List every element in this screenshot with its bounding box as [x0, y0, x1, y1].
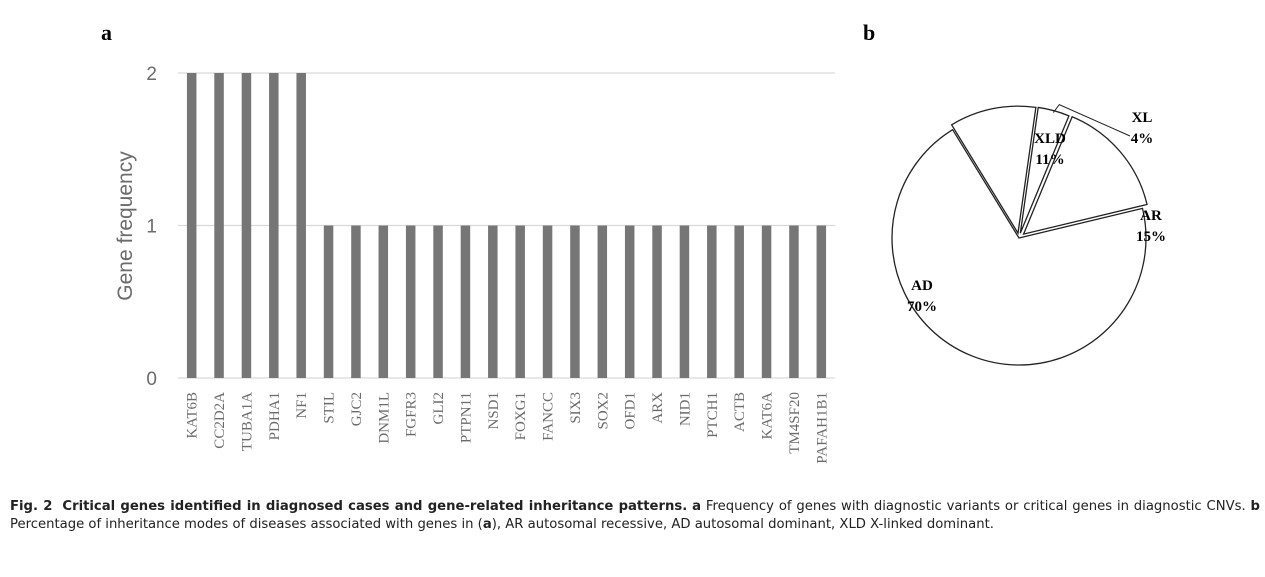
pie-slice-percent: 70% — [907, 299, 937, 315]
x-tick-label: ACTB — [732, 392, 748, 432]
bar — [570, 225, 580, 378]
bar — [323, 225, 334, 378]
bar — [624, 225, 635, 378]
x-tick-label: KAT6A — [760, 392, 776, 440]
bar — [378, 225, 389, 378]
bar — [296, 73, 306, 378]
caption-part-b-text-1: Percentage of inheritance modes of disea… — [10, 517, 483, 532]
bar — [789, 225, 799, 378]
pie-slices — [891, 105, 1148, 366]
bar — [351, 225, 361, 378]
bar — [679, 225, 690, 378]
x-tick-label: NSD1 — [486, 392, 502, 430]
bar — [652, 225, 662, 378]
bar — [734, 225, 744, 378]
x-tick-label: TUBA1A — [239, 392, 255, 451]
y-tick-label: 1 — [146, 217, 157, 238]
caption-part-a-text: Frequency of genes with diagnostic varia… — [701, 499, 1251, 514]
pie-chart-panel: b AD 70% XLD 11% XL 4% AR 15% — [863, 20, 1166, 366]
caption-part-b-text-2: ), AR autosomal recessive, AD autosomal … — [491, 517, 994, 532]
bar — [542, 225, 553, 378]
bar — [515, 225, 525, 378]
y-axis-label: Gene frequency — [114, 151, 137, 301]
y-tick-label: 2 — [146, 64, 157, 85]
pie-slice — [950, 105, 1037, 235]
bar — [488, 225, 498, 378]
panel-letter-a: a — [101, 20, 112, 45]
x-tick-label: PAFAH1B1 — [814, 392, 830, 464]
pie-labels: AD 70% XLD 11% XL 4% AR 15% — [907, 103, 1166, 315]
bar — [241, 73, 252, 378]
bar-chart-panel: a 0 1 2 Gene frequency KAT6B CC2D2A TUBA1A PD… — [101, 20, 835, 464]
x-tick-label: GLI2 — [431, 392, 447, 425]
x-tick-label: NF1 — [294, 392, 310, 419]
pie-slice-label: XLD — [1034, 131, 1066, 147]
x-tick-label: KAT6B — [185, 392, 201, 439]
x-tick-label: SIX3 — [568, 392, 584, 424]
caption-part-a-letter: a — [692, 499, 701, 514]
pie-slice-percent: 4% — [1131, 131, 1154, 147]
bar — [761, 225, 772, 378]
pie-slice-percent: 15% — [1136, 229, 1166, 245]
x-tick-label: FGFR3 — [404, 392, 420, 437]
x-tick-label: DNM1L — [376, 392, 392, 444]
bar — [269, 73, 279, 378]
bar — [597, 225, 608, 378]
figure-title: Critical genes identified in diagnosed c… — [62, 499, 688, 514]
bar — [707, 225, 717, 378]
bars — [186, 73, 827, 378]
x-tick-labels: KAT6B CC2D2A TUBA1A PDHA1 NF1 STIL GJC2 DNM1L FG… — [185, 392, 831, 464]
x-tick-label: CC2D2A — [212, 392, 228, 449]
x-tick-label: GJC2 — [349, 392, 365, 426]
x-tick-label: PDHA1 — [267, 392, 283, 440]
x-tick-label: ARX — [650, 392, 666, 424]
x-tick-label: NID1 — [677, 392, 693, 426]
panel-letter-b: b — [863, 20, 875, 45]
y-tick-labels: 0 1 2 — [146, 64, 157, 390]
pie-slice-percent: 11% — [1035, 152, 1064, 168]
figure-caption: Fig. 2 Critical genes identified in diagn… — [10, 498, 1260, 534]
bar — [460, 225, 471, 378]
x-tick-label: FANCC — [541, 392, 557, 441]
x-tick-label: OFD1 — [623, 392, 639, 430]
bar — [405, 225, 416, 378]
x-tick-label: PTCH1 — [705, 392, 721, 438]
y-tick-label: 0 — [146, 369, 157, 390]
bar — [186, 73, 197, 378]
gridlines — [178, 72, 835, 379]
bar — [816, 225, 827, 378]
pie-slice-label: AD — [911, 278, 933, 294]
x-tick-label: PTPN11 — [458, 392, 474, 443]
x-tick-label: FOXG1 — [513, 392, 529, 440]
leader-line — [1052, 103, 1131, 137]
caption-ref-letter: a — [482, 517, 492, 532]
x-tick-label: TM4SF20 — [787, 392, 803, 454]
pie-slice — [1022, 115, 1148, 236]
pie-slice — [891, 128, 1147, 366]
caption-part-b-letter: b — [1250, 499, 1260, 514]
figure-number: Fig. 2 — [10, 499, 53, 514]
x-tick-label: SOX2 — [595, 392, 611, 430]
bar — [214, 73, 224, 378]
pie-slice-label: AR — [1140, 208, 1162, 224]
x-tick-label: STIL — [322, 392, 338, 424]
pie-slice — [1019, 106, 1070, 234]
pie-slice-label: XL — [1132, 110, 1153, 126]
bar — [433, 225, 443, 378]
